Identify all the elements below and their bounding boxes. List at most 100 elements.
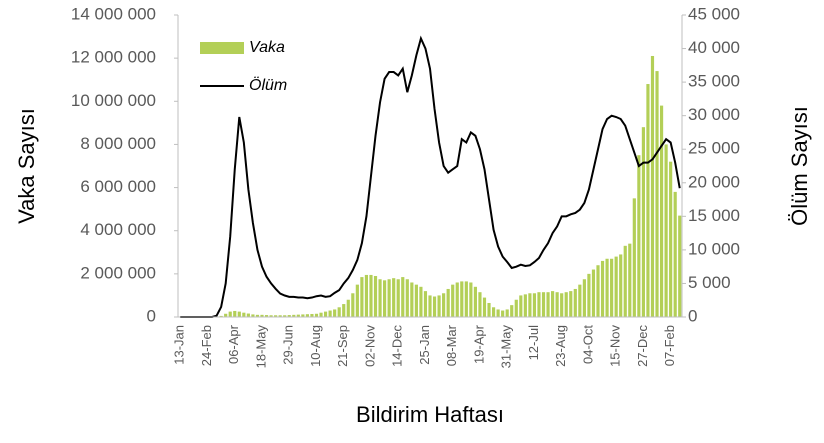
bar	[392, 278, 396, 317]
bar	[614, 256, 618, 317]
bar	[619, 254, 623, 317]
bar	[405, 279, 409, 317]
bar	[446, 288, 450, 317]
bar	[478, 292, 482, 317]
bar	[283, 315, 287, 317]
x-axis-title: Bildirim Haftası	[356, 402, 504, 427]
bar	[333, 309, 337, 317]
bar	[482, 297, 487, 317]
bar	[514, 299, 518, 317]
bar	[632, 198, 636, 317]
bar	[401, 277, 405, 317]
y-tick-label: 0	[147, 306, 156, 325]
bar	[410, 282, 414, 317]
bar	[537, 292, 541, 317]
bar	[237, 311, 241, 317]
bar	[659, 105, 664, 317]
bar	[605, 258, 609, 317]
bar	[505, 309, 509, 317]
y-tick-label: 10 000 000	[71, 91, 156, 110]
legend-label: Ölüm	[249, 76, 287, 94]
x-tick-label: 12-Jul	[526, 325, 541, 361]
bar	[373, 276, 378, 317]
bar	[219, 315, 223, 317]
y2-tick-label: 5 000	[688, 273, 731, 292]
bar	[582, 279, 586, 317]
x-tick-label: 27-Dec	[635, 325, 650, 367]
bar	[560, 293, 564, 317]
bar	[491, 307, 496, 317]
bar	[641, 127, 645, 318]
legend-label: Vaka	[249, 39, 285, 56]
x-tick-label: 19-Apr	[471, 324, 486, 364]
bar	[251, 314, 255, 317]
bar	[591, 269, 596, 317]
bar	[496, 309, 500, 317]
bar	[596, 265, 600, 317]
bar	[637, 155, 641, 317]
x-tick-label: 14-Dec	[390, 325, 405, 367]
bar	[519, 295, 523, 317]
y-tick-label: 12 000 000	[71, 48, 156, 67]
bar	[437, 295, 441, 317]
bar	[473, 286, 477, 317]
y2-tick-label: 35 000	[688, 72, 740, 91]
y-tick-label: 2 000 000	[80, 263, 156, 282]
bar	[451, 284, 455, 317]
bar	[319, 312, 323, 317]
bar	[610, 258, 614, 317]
line	[180, 35, 681, 318]
x-tick-label: 29-Jun	[281, 325, 296, 365]
y-tick-label: 8 000 000	[80, 134, 156, 153]
x-tick-label: 15-Nov	[608, 325, 623, 367]
x-tick-label: 18-May	[253, 325, 268, 369]
bar	[573, 288, 577, 317]
bar	[351, 293, 355, 317]
bar	[423, 291, 428, 317]
x-tick-label: 31-May	[499, 325, 514, 369]
bar	[564, 292, 568, 317]
bar	[655, 71, 659, 317]
bar	[555, 292, 559, 317]
bar	[600, 260, 605, 317]
bar	[228, 311, 232, 317]
bar	[419, 286, 423, 317]
bar	[342, 304, 346, 317]
bar	[314, 313, 319, 317]
bar	[396, 279, 400, 317]
y2-tick-label: 30 000	[688, 105, 740, 124]
bar	[278, 315, 282, 317]
bar	[464, 281, 468, 317]
bar	[510, 305, 514, 317]
x-tick-label: 25-Jan	[417, 325, 432, 365]
bar	[669, 161, 673, 317]
bar	[246, 313, 250, 317]
bar	[242, 312, 246, 317]
bar	[255, 314, 260, 317]
bar	[264, 315, 269, 317]
x-tick-label: 07-Feb	[662, 325, 677, 366]
bar	[587, 273, 591, 317]
bar	[432, 296, 437, 317]
bar	[650, 55, 655, 317]
y2-tick-label: 25 000	[688, 139, 740, 158]
bar	[346, 299, 350, 317]
x-tick-label: 21-Sep	[335, 325, 350, 367]
bar	[551, 291, 555, 317]
bar	[233, 310, 237, 317]
x-tick-label: 24-Feb	[199, 325, 214, 366]
y2-tick-label: 15 000	[688, 206, 740, 225]
bar	[310, 313, 314, 317]
y-tick-label: 4 000 000	[80, 220, 156, 239]
bar	[269, 315, 273, 317]
x-tick-label: 08-Mar	[444, 324, 459, 366]
bar	[541, 292, 546, 317]
x-tick-label: 23-Aug	[553, 325, 568, 367]
bar	[305, 314, 309, 317]
bar	[532, 293, 537, 317]
y-axis-title: Vaka Sayısı	[14, 108, 39, 224]
bar	[678, 215, 682, 317]
bar	[664, 144, 668, 317]
bar	[414, 284, 418, 317]
